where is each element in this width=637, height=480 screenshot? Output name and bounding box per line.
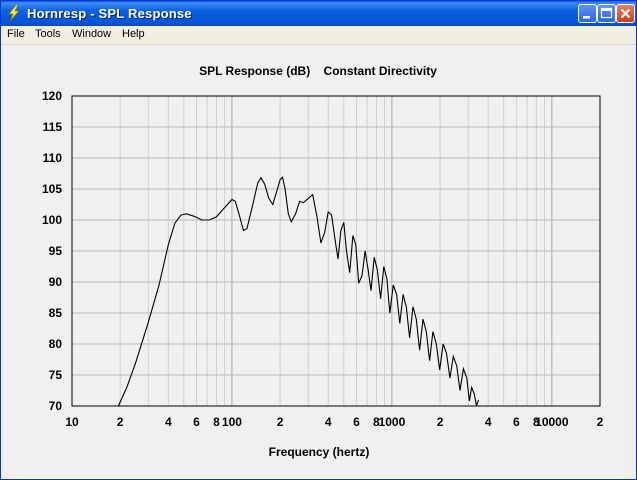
x-tick-label: 10 [65,415,79,429]
y-tick-label: 100 [42,213,62,227]
x-tick-label: 8 [533,415,540,429]
x-tick-label: 6 [353,415,360,429]
y-tick-label: 85 [49,306,63,320]
x-tick-label: 100 [222,415,242,429]
title-bar[interactable]: Hornresp - SPL Response [1,1,636,26]
x-tick-label: 4 [485,415,492,429]
minimize-icon [583,16,590,19]
y-tick-label: 105 [42,182,62,196]
y-axis-ticks: 70 75 80 85 90 95 100 105 110 115 120 [42,89,62,413]
x-tick-label: 2 [277,415,284,429]
maximize-button[interactable] [597,4,616,23]
close-button[interactable] [616,4,635,23]
x-axis-label: Frequency (hertz) [269,445,370,459]
minimize-button[interactable] [578,4,597,23]
x-tick-label: 2 [437,415,444,429]
x-tick-label: 2 [597,415,604,429]
y-tick-label: 80 [49,337,63,351]
maximize-icon [600,7,613,19]
x-tick-label: 4 [325,415,332,429]
y-tick-label: 90 [49,275,63,289]
x-tick-label: 8 [213,415,220,429]
spl-curve [117,176,480,407]
y-tick-label: 75 [49,368,63,382]
y-tick-label: 115 [43,120,63,134]
plot-frame [71,95,601,407]
y-tick-label: 95 [49,244,63,258]
x-tick-label: 2 [117,415,124,429]
chart-grid [72,96,600,406]
chart-title: SPL Response (dB) Constant Directivity [199,64,437,78]
menu-bar: File Tools Window Help [1,26,636,45]
x-tick-label: 10000 [535,415,569,429]
menu-help[interactable]: Help [122,28,145,40]
x-tick-label: 1000 [379,415,406,429]
menu-window[interactable]: Window [72,28,112,40]
x-tick-label: 6 [193,415,200,429]
menu-tools[interactable]: Tools [35,28,61,40]
x-tick-label: 6 [513,415,520,429]
y-tick-label: 120 [42,89,62,103]
lightning-bolt-icon [6,4,22,22]
chart-area: 70 75 80 85 90 95 100 105 110 115 120 10 2 4 6 8 100 2 4 6… [1,45,636,479]
window-title: Hornresp - SPL Response [27,6,192,21]
y-tick-label: 70 [49,399,63,413]
close-icon [620,8,631,19]
menu-file[interactable]: File [7,28,25,40]
x-tick-label: 8 [373,415,380,429]
y-tick-label: 110 [43,151,63,165]
x-tick-label: 4 [165,415,172,429]
